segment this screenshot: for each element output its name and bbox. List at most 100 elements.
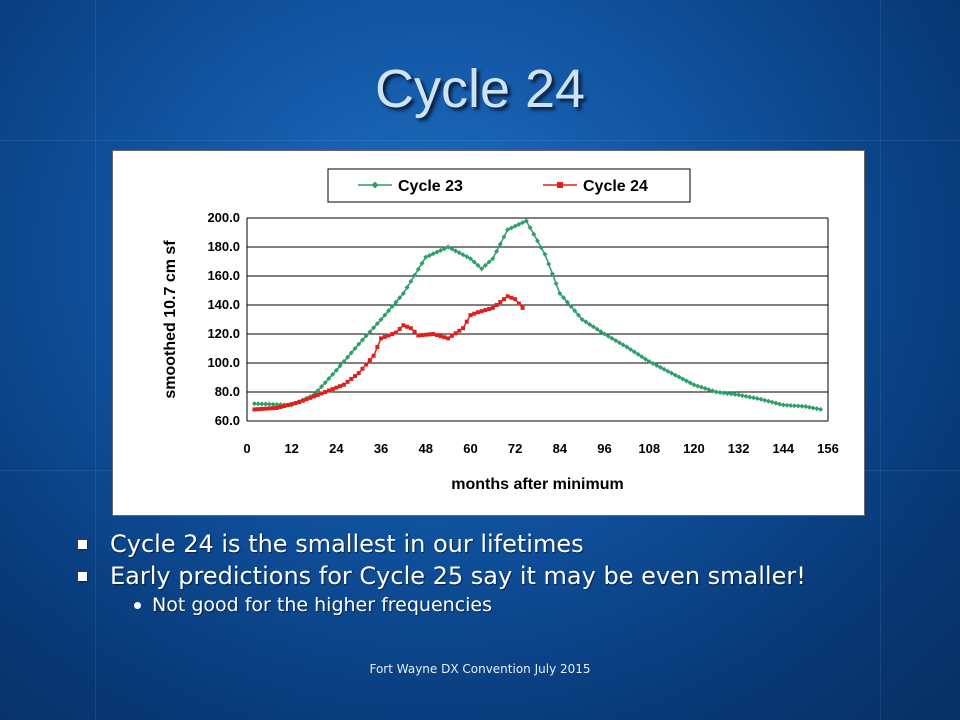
cycle-24-point bbox=[285, 403, 290, 408]
cycle-24-point bbox=[259, 406, 264, 411]
background-line bbox=[0, 140, 960, 141]
cycle-23-point bbox=[490, 256, 496, 262]
cycle-23-point bbox=[479, 266, 485, 272]
cycle-23-point bbox=[430, 251, 436, 257]
cycle-23-point bbox=[616, 340, 622, 346]
cycle-24-point bbox=[326, 388, 331, 393]
cycle-23-point bbox=[345, 354, 351, 360]
cycle-24-point bbox=[475, 310, 480, 315]
cycle-23-point bbox=[251, 401, 257, 407]
cycle-23-point bbox=[412, 272, 418, 278]
cycle-23-point bbox=[270, 401, 276, 407]
cycle-23-point bbox=[751, 395, 757, 401]
cycle-23-point bbox=[341, 359, 347, 365]
cycle-23-point bbox=[438, 247, 444, 253]
cycle-23-point bbox=[266, 401, 272, 407]
bullet-text: Early predictions for Cycle 25 say it ma… bbox=[110, 562, 806, 590]
cycle-23-point bbox=[635, 351, 641, 357]
cycle-24-point bbox=[461, 326, 466, 331]
cycle-23-point bbox=[643, 356, 649, 362]
cycle-24-point bbox=[353, 374, 358, 379]
cycle-24-point bbox=[379, 336, 384, 341]
chart-frame: 60.0 80.0 100.0 120.0 140.0 160.0 180.0 200.0 0 1… bbox=[112, 150, 865, 516]
y-tick-label: 180.0 bbox=[207, 239, 240, 254]
cycle-23-point bbox=[415, 266, 421, 272]
cycle-23-point bbox=[419, 260, 425, 266]
x-tick-label: 156 bbox=[817, 441, 839, 456]
cycle-24-point bbox=[449, 333, 454, 338]
x-tick-label: 48 bbox=[419, 441, 433, 456]
cycle-23-legend-marker bbox=[371, 181, 379, 189]
cycle-24-point bbox=[393, 330, 398, 335]
cycle-23-point bbox=[423, 254, 429, 260]
sub-bullet-item: Not good for the higher frequencies bbox=[72, 592, 932, 618]
cycle-23-point bbox=[665, 368, 671, 374]
cycle-23-point bbox=[520, 220, 526, 226]
cycle-23-point bbox=[263, 401, 269, 407]
cycle-23-point bbox=[404, 284, 410, 290]
cycle-23-point bbox=[680, 376, 686, 382]
cycle-24-point bbox=[483, 308, 488, 313]
cycle-23-point bbox=[594, 326, 600, 332]
cycle-23-point bbox=[698, 384, 704, 390]
cycle-24-point bbox=[345, 379, 350, 384]
sub-bullet-text: Not good for the higher frequencies bbox=[152, 594, 493, 616]
cycle-23-point bbox=[777, 401, 783, 407]
x-tick-label: 120 bbox=[683, 441, 705, 456]
x-tick-label: 96 bbox=[597, 441, 611, 456]
cycle-23-point bbox=[535, 238, 540, 244]
cycle-23-point bbox=[613, 338, 619, 344]
cycle-24-point bbox=[367, 358, 372, 363]
cycle-23-point bbox=[762, 397, 768, 403]
legend-label: Cycle 23 bbox=[398, 178, 463, 195]
square-bullet-icon bbox=[78, 540, 87, 549]
background-line bbox=[95, 0, 96, 720]
cycle-23-point bbox=[590, 324, 596, 330]
cycle-23-point bbox=[352, 346, 358, 351]
cycle-23-point bbox=[587, 321, 593, 327]
cycle-23-point bbox=[542, 251, 548, 257]
cycle-23-point bbox=[687, 380, 693, 386]
cycle-24-point bbox=[300, 398, 305, 403]
x-tick-label: 12 bbox=[284, 441, 298, 456]
cycle-24-point bbox=[416, 333, 421, 338]
cycle-23-point bbox=[434, 249, 440, 255]
cycle-23-point bbox=[602, 331, 608, 337]
cycle-23-point bbox=[374, 321, 380, 327]
cycle-23-point bbox=[639, 354, 645, 360]
cycle-24-point bbox=[341, 382, 346, 387]
cycle-23-point bbox=[628, 346, 634, 352]
line-chart: 60.0 80.0 100.0 120.0 140.0 160.0 180.0 200.0 0 1… bbox=[162, 168, 839, 493]
cycle-24-point bbox=[509, 295, 514, 300]
cycle-23-point bbox=[564, 299, 570, 305]
cycle-23-point bbox=[780, 402, 786, 408]
cycle-23-point bbox=[765, 398, 771, 404]
cycle-23-point bbox=[657, 364, 663, 370]
cycle-24-point bbox=[408, 326, 413, 331]
cycle-24-point bbox=[356, 371, 361, 376]
cycle-24-point bbox=[382, 334, 387, 339]
cycle-23-point bbox=[654, 362, 660, 368]
cycle-24-point bbox=[312, 394, 317, 399]
cycle-24-point bbox=[405, 324, 410, 329]
cycle-23-point bbox=[818, 406, 824, 412]
cycle-23-point bbox=[561, 295, 567, 301]
cycle-24-point bbox=[431, 332, 436, 336]
cycle-23-point bbox=[482, 262, 488, 268]
cycle-23-point bbox=[773, 400, 779, 406]
cycle-24-point bbox=[501, 297, 506, 302]
cycle-24-point bbox=[263, 406, 268, 411]
cycle-23-point bbox=[717, 389, 723, 395]
cycle-24-point bbox=[282, 404, 287, 409]
cycle-23-point bbox=[460, 252, 466, 258]
y-axis-label: smoothed 10.7 cm sf bbox=[162, 240, 179, 399]
cycle-23-point bbox=[702, 385, 708, 391]
cycle-23-point bbox=[758, 396, 764, 402]
y-tick-label: 160.0 bbox=[207, 268, 240, 283]
cycle-23-point bbox=[646, 359, 652, 365]
cycle-23-point bbox=[549, 271, 555, 277]
cycle-23-point bbox=[579, 317, 585, 322]
cycle-23-point bbox=[367, 329, 373, 335]
cycle-23-point bbox=[609, 335, 615, 341]
cycle-23-point bbox=[315, 388, 321, 394]
